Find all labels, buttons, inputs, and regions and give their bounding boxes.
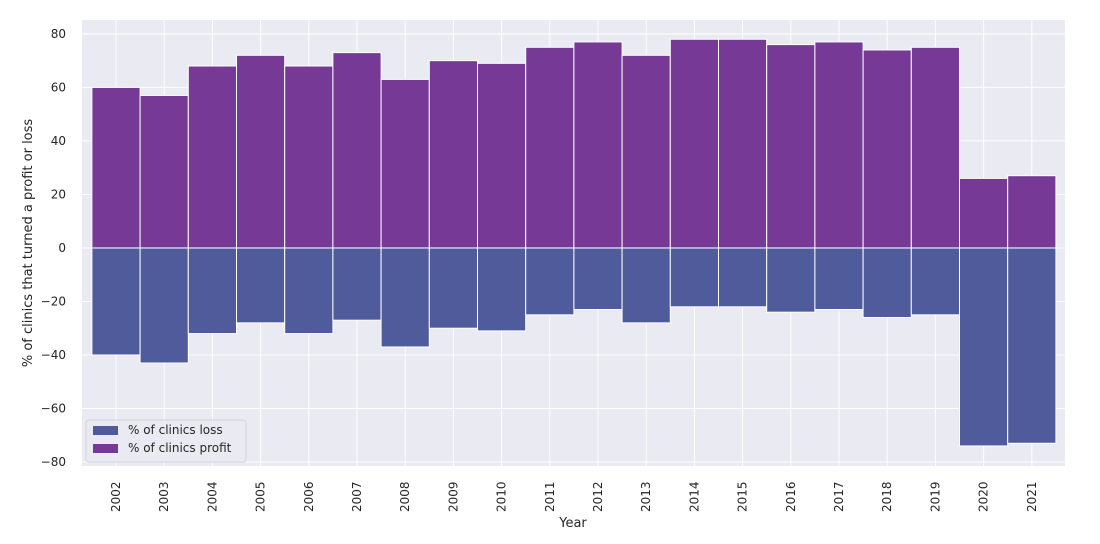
bar-loss (910, 247, 960, 316)
legend-swatch-profit (93, 444, 118, 453)
bar-profit (187, 65, 238, 249)
bar-loss (814, 247, 864, 310)
x-tick-label: 2012 (591, 481, 605, 512)
y-tick-label: 20 (51, 187, 66, 201)
bar-profit (1007, 175, 1057, 249)
bar-loss (1007, 247, 1057, 444)
x-tick-label: 2005 (254, 481, 268, 512)
bar-profit (332, 52, 382, 249)
bar-loss (573, 247, 623, 310)
bar-loss (525, 247, 575, 316)
bar-profit (862, 49, 912, 249)
bar-loss (139, 247, 189, 364)
x-tick-label: 2010 (495, 481, 509, 512)
legend-label-profit: % of clinics profit (128, 441, 232, 455)
bar-profit (91, 86, 141, 249)
x-tick-label: 2020 (977, 481, 991, 512)
legend-swatch-loss (93, 426, 118, 435)
bar-profit (236, 54, 286, 249)
x-tick-label: 2015 (736, 481, 750, 512)
x-tick-label: 2014 (687, 481, 701, 512)
bar-profit (477, 62, 527, 249)
legend-label-loss: % of clinics loss (128, 423, 223, 437)
bar-loss (91, 247, 141, 356)
bar-loss (187, 247, 238, 335)
x-tick-label: 2017 (832, 481, 846, 512)
bar-loss (380, 247, 430, 348)
bar-profit (573, 41, 623, 249)
y-tick-label: −60 (41, 401, 66, 415)
x-tick-label: 2004 (205, 481, 219, 512)
y-tick-label: 80 (51, 27, 66, 41)
x-tick-label: 2006 (302, 481, 316, 512)
x-tick-label: 2021 (1025, 481, 1039, 512)
y-tick-label: 0 (58, 241, 66, 255)
bar-loss (477, 247, 527, 332)
y-tick-label: 40 (51, 134, 66, 148)
bar-profit (718, 38, 768, 249)
bar-profit (814, 41, 864, 249)
bar-loss (332, 247, 382, 321)
x-tick-label: 2002 (109, 481, 123, 512)
y-axis-label: % of clinics that turned a profit or los… (21, 119, 36, 368)
y-tick-label: −40 (41, 348, 66, 362)
x-tick-label: 2018 (880, 481, 894, 512)
bar-loss (236, 247, 286, 324)
y-tick-label: 60 (51, 80, 66, 94)
bar-loss (718, 247, 768, 308)
y-tick-label: −80 (41, 455, 66, 469)
x-tick-label: 2007 (350, 481, 364, 512)
bar-loss (284, 247, 334, 335)
x-tick-label: 2011 (543, 481, 557, 512)
bar-profit (669, 38, 719, 249)
bar-loss (862, 247, 912, 319)
y-tick-label: −20 (41, 294, 66, 308)
bar-loss (669, 247, 719, 308)
bar-profit (766, 44, 816, 249)
bar-profit (525, 46, 575, 249)
legend: % of clinics loss % of clinics profit (85, 419, 247, 463)
bar-profit (959, 177, 1009, 249)
bar-loss (621, 247, 671, 324)
x-axis-label: Year (558, 516, 587, 531)
bar-profit (621, 54, 671, 249)
x-tick-label: 2016 (784, 481, 798, 512)
x-tick-label: 2019 (928, 481, 942, 512)
x-tick-label: 2009 (446, 481, 460, 512)
bar-loss (959, 247, 1009, 447)
bar-profit (284, 65, 334, 249)
bar-loss (766, 247, 816, 313)
bar-profit (139, 94, 189, 249)
bar-profit (910, 46, 960, 249)
x-tick-label: 2013 (639, 481, 653, 512)
bar-loss (428, 247, 478, 329)
x-tick-label: 2008 (398, 481, 412, 512)
x-tick-label: 2003 (157, 481, 171, 512)
bar-profit (428, 60, 478, 249)
bar-profit (380, 78, 430, 249)
